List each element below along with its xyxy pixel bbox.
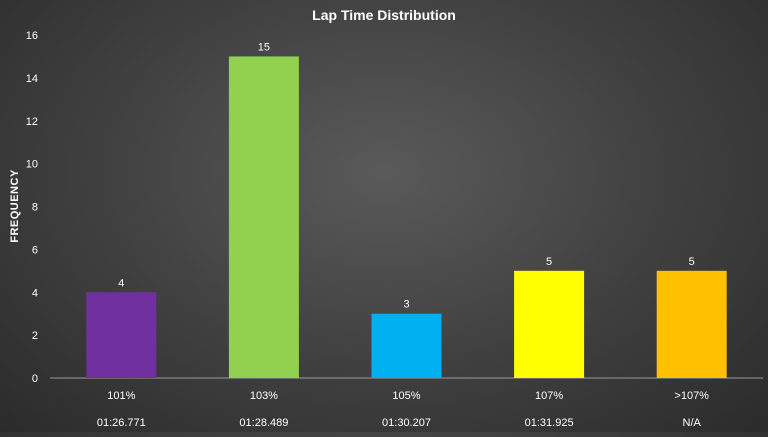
category-sublabel: 01:30.207 [382, 417, 431, 429]
y-tick-label: 10 [26, 159, 38, 171]
category-sublabel: 01:26.771 [97, 417, 146, 429]
y-tick-label: 8 [32, 202, 38, 214]
data-label: 15 [258, 41, 270, 53]
category-label: >107% [674, 390, 709, 402]
category-label: 107% [535, 390, 563, 402]
bar-2 [371, 313, 442, 378]
category-label: 103% [250, 390, 278, 402]
category-sublabel: 01:28.489 [239, 417, 288, 429]
y-tick-label: 0 [32, 373, 38, 385]
bar-3 [514, 270, 585, 378]
y-tick-label: 14 [26, 73, 38, 85]
category-labels: 101% 103% 105% 107% >107% [107, 390, 709, 402]
y-tick-label: 16 [26, 30, 38, 42]
y-tick-label: 2 [32, 330, 38, 342]
category-sublabel: 01:31.925 [525, 417, 574, 429]
y-tick-label: 6 [32, 244, 38, 256]
y-tick-label: 12 [26, 116, 38, 128]
chart-title: Lap Time Distribution [312, 7, 456, 23]
data-label: 3 [403, 299, 409, 311]
bar-1 [228, 56, 299, 378]
data-labels: 4 15 3 5 5 [118, 41, 695, 310]
y-axis-label: FREQUENCY [9, 169, 21, 243]
bar-0 [86, 292, 157, 378]
bars [86, 56, 727, 378]
data-label: 4 [118, 277, 124, 289]
category-label: 105% [392, 390, 420, 402]
y-tick-label: 4 [32, 287, 38, 299]
data-label: 5 [546, 256, 552, 268]
bar-4 [656, 270, 727, 378]
category-sublabels: 01:26.771 01:28.489 01:30.207 01:31.925 N/A [97, 417, 702, 429]
y-axis-ticks: 0 2 4 6 8 10 12 14 16 [26, 30, 38, 385]
category-sublabel: N/A [683, 417, 702, 429]
data-label: 5 [689, 256, 695, 268]
category-label: 101% [107, 390, 135, 402]
